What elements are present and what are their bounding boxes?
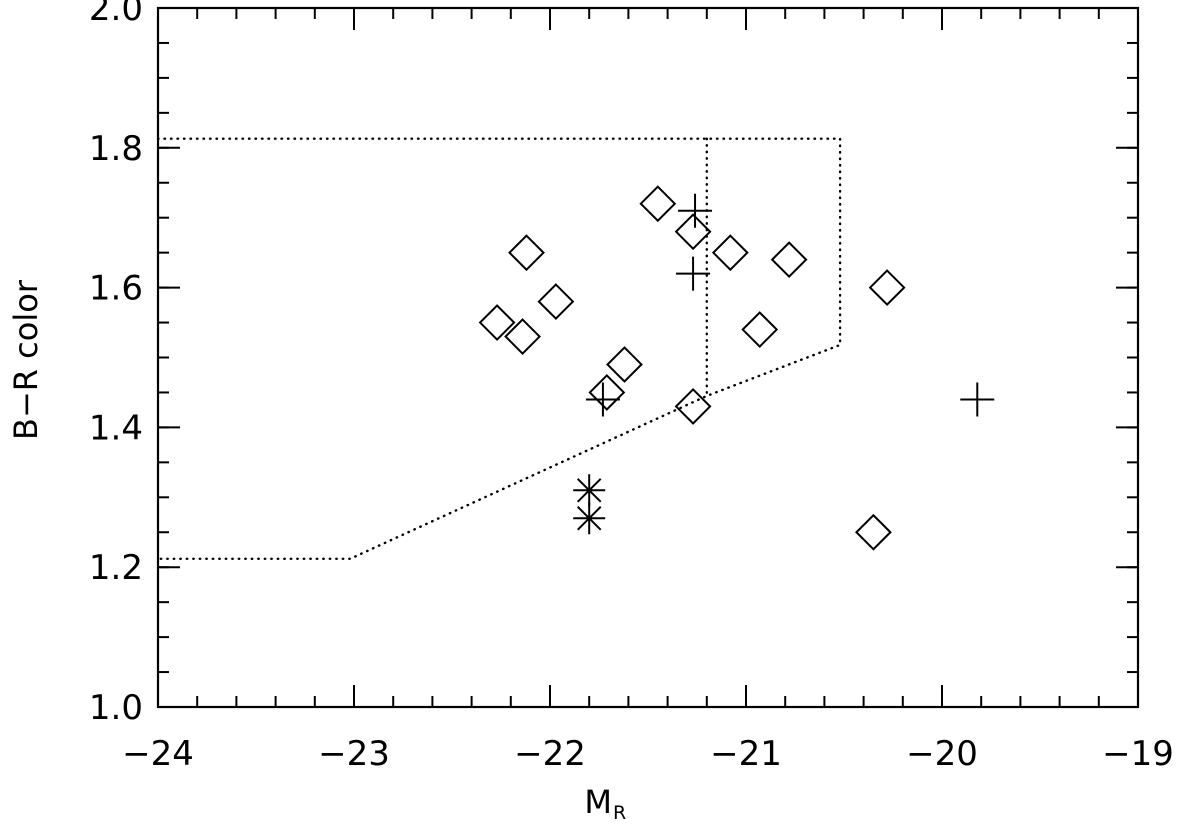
x-tick-label: −21 — [710, 734, 782, 774]
x-axis-title: M — [584, 783, 612, 821]
y-tick-label: 2.0 — [89, 0, 143, 29]
asterisk-marker — [573, 502, 606, 535]
plus-marker — [678, 193, 713, 228]
diamond-marker — [537, 283, 575, 320]
x-tick-label: −20 — [906, 734, 978, 774]
diamond-marker — [504, 318, 541, 355]
y-tick-label: 1.6 — [89, 269, 143, 309]
diamond-marker — [741, 311, 779, 348]
x-tick-label: −19 — [1102, 734, 1174, 774]
diamond-marker — [711, 234, 749, 272]
y-tick-label: 1.2 — [89, 548, 143, 588]
y-axis-title: B−R color — [7, 279, 45, 440]
x-tick-label: −22 — [514, 734, 586, 774]
region-boundary-dotted-line — [156, 137, 842, 560]
plus-marker — [676, 256, 711, 291]
x-tick-label: −24 — [122, 734, 194, 774]
plus-marker — [960, 382, 995, 417]
x-tick-labels: −24 −23 −22 −21 −20 −19 — [122, 734, 1174, 774]
diamond-marker — [854, 513, 892, 551]
diamond-marker — [508, 234, 545, 272]
y-tick-labels: 1.0 1.2 1.4 1.6 1.8 2.0 — [89, 0, 143, 728]
plot-frame — [156, 6, 1140, 709]
y-tick-label: 1.8 — [89, 129, 143, 169]
diamond-marker — [770, 241, 808, 279]
selection-boundaries — [156, 137, 842, 560]
diamond-marker — [674, 213, 712, 251]
diamond-marker — [868, 269, 906, 307]
plus-marker — [585, 382, 620, 417]
asterisk-marker — [573, 474, 606, 507]
diamond-marker — [588, 374, 626, 411]
x-axis-title-subscript: R — [613, 802, 626, 824]
y-tick-label: 1.0 — [89, 688, 143, 728]
x-tick-label: −23 — [318, 734, 390, 774]
y-tick-label: 1.4 — [89, 408, 143, 448]
diamond-marker — [674, 388, 712, 425]
diamond-marker — [639, 185, 677, 223]
data-points — [478, 185, 995, 551]
diamond-marker — [606, 346, 643, 383]
diamond-marker — [478, 304, 516, 341]
